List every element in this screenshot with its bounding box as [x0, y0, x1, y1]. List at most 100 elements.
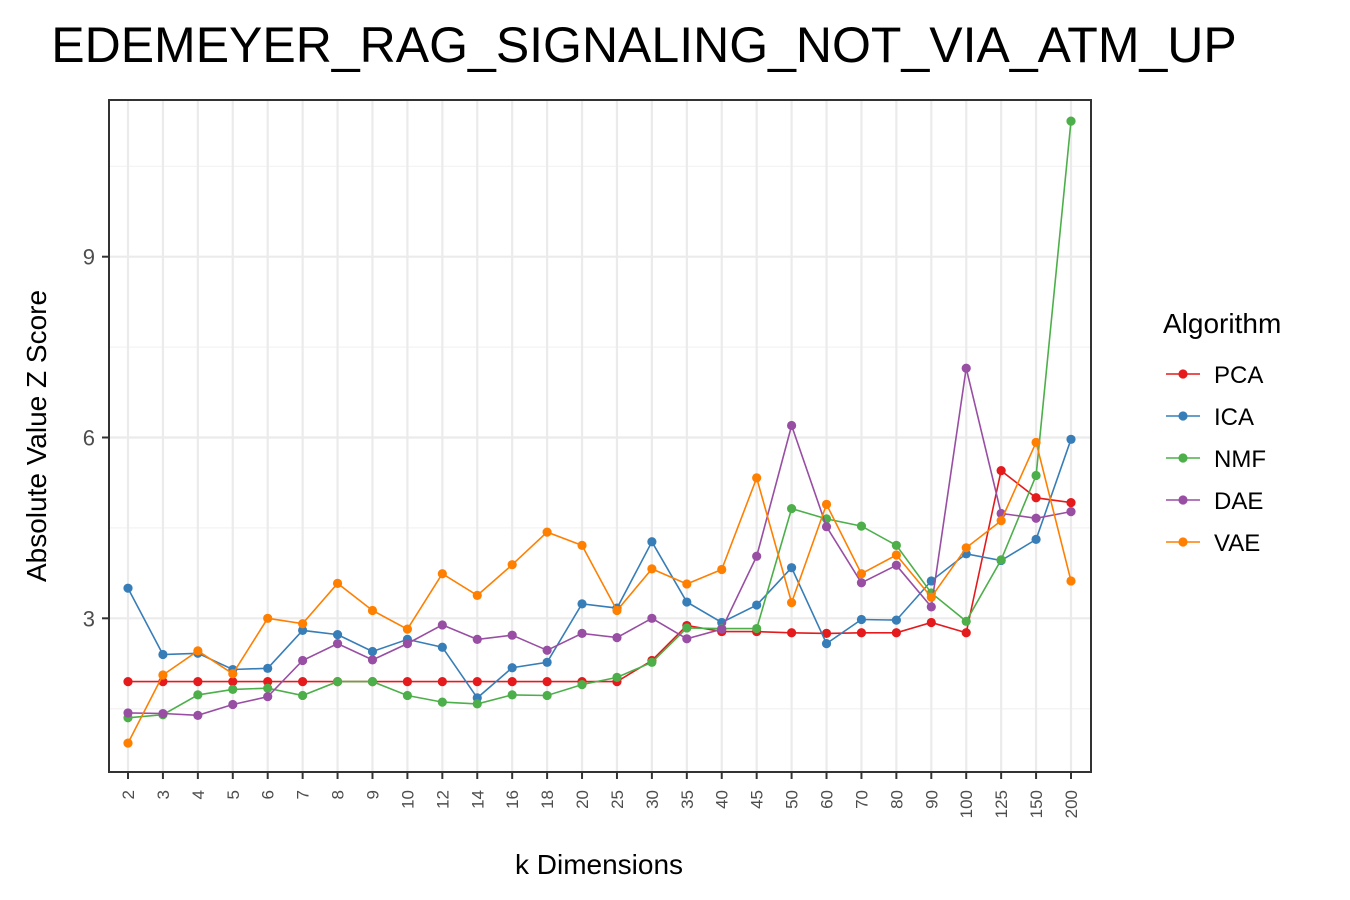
legend-label: PCA — [1214, 362, 1263, 389]
x-tick-label: 10 — [398, 790, 417, 809]
x-tick-label: 7 — [294, 790, 313, 799]
data-point-vae — [123, 738, 133, 748]
data-point-dae — [507, 630, 517, 640]
series-line-dae — [127, 368, 1072, 717]
data-point-dae — [298, 655, 308, 666]
data-point-nmf — [228, 684, 238, 695]
legend-label: VAE — [1214, 530, 1260, 557]
data-point-pca — [507, 676, 517, 687]
legend-item-pca: PCA — [1166, 362, 1263, 389]
data-point-ica — [507, 663, 517, 673]
data-point-ica — [821, 639, 832, 649]
y-tick-label: 6 — [83, 426, 95, 451]
data-point-dae — [332, 639, 343, 649]
data-point-ica — [926, 576, 936, 586]
series-line-pca — [128, 469, 1072, 683]
data-point-vae — [786, 598, 797, 608]
legend-items: PCA ICA NMF DAE VAE — [1166, 362, 1266, 557]
series-nmf — [123, 116, 1076, 723]
data-point-vae — [158, 670, 168, 680]
x-tick-label: 70 — [852, 790, 871, 809]
data-point-pca — [786, 628, 797, 638]
data-point-vae — [402, 624, 413, 634]
data-point-dae — [367, 655, 378, 665]
series-vae — [123, 437, 1076, 748]
data-point-nmf — [193, 690, 203, 700]
x-tick-label: 14 — [468, 790, 487, 809]
data-point-nmf — [402, 690, 413, 701]
y-axis: 3 6 9 — [83, 245, 109, 631]
data-point-vae — [1066, 576, 1076, 586]
legend: Algorithm PCA ICA NMF DAE VAE — [1163, 308, 1281, 557]
data-point-nmf — [367, 676, 378, 687]
y-tick-label: 9 — [83, 245, 95, 270]
data-point-dae — [263, 692, 273, 702]
legend-title: Algorithm — [1163, 308, 1281, 339]
x-axis-title: k Dimensions — [515, 849, 683, 880]
data-point-vae — [612, 605, 622, 616]
data-point-vae — [926, 592, 936, 602]
data-point-dae — [752, 551, 762, 561]
data-point-ica — [367, 646, 378, 657]
data-point-vae — [193, 646, 203, 656]
data-point-dae — [402, 639, 413, 649]
data-point-dae — [1031, 513, 1041, 523]
y-axis-title: Absolute Value Z Score — [21, 290, 52, 582]
data-point-nmf — [542, 690, 552, 701]
data-point-vae — [263, 613, 273, 623]
x-tick-label: 125 — [992, 790, 1011, 818]
data-point-pca — [961, 628, 971, 638]
x-tick-label: 90 — [922, 790, 941, 809]
data-point-dae — [577, 628, 587, 638]
data-point-dae — [856, 578, 867, 588]
data-point-vae — [752, 473, 762, 483]
data-point-dae — [472, 634, 482, 645]
data-point-vae — [332, 578, 343, 588]
legend-label: NMF — [1214, 446, 1266, 473]
x-tick-label: 45 — [748, 790, 767, 809]
series-line-nmf — [127, 121, 1072, 719]
x-tick-label: 50 — [783, 790, 802, 809]
data-point-vae — [367, 605, 378, 616]
data-point-nmf — [612, 672, 622, 682]
data-point-ica — [891, 615, 901, 625]
data-point-vae — [821, 499, 832, 510]
legend-item-dae: DAE — [1166, 488, 1263, 515]
data-point-ica — [263, 663, 273, 673]
x-tick-label: 40 — [713, 790, 732, 809]
data-point-vae — [577, 540, 587, 550]
x-tick-label: 60 — [818, 790, 837, 809]
data-point-ica — [1031, 534, 1041, 544]
data-point-ica — [752, 600, 762, 610]
x-tick-label: 150 — [1027, 790, 1046, 818]
data-point-pca — [1031, 493, 1041, 503]
data-point-nmf — [996, 555, 1006, 565]
chart-title: EDEMEYER_RAG_SIGNALING_NOT_VIA_ATM_UP — [51, 17, 1237, 73]
data-point-vae — [682, 579, 692, 589]
data-point-dae — [228, 699, 238, 710]
x-tick-label: 80 — [887, 790, 906, 809]
data-point-nmf — [507, 690, 517, 700]
data-point-ica — [786, 563, 797, 573]
data-point-dae — [821, 522, 832, 532]
data-point-vae — [298, 619, 308, 629]
series-line-ica — [127, 439, 1072, 700]
data-point-pca — [263, 676, 273, 687]
x-tick-label: 30 — [643, 790, 662, 809]
data-point-pca — [437, 676, 447, 687]
legend-item-vae: VAE — [1166, 530, 1260, 557]
data-point-vae — [507, 560, 517, 570]
data-point-pca — [1066, 497, 1076, 508]
data-point-ica — [332, 629, 343, 640]
data-point-nmf — [786, 504, 797, 514]
data-point-nmf — [298, 690, 308, 701]
series-dae — [123, 363, 1076, 720]
data-point-vae — [472, 590, 482, 601]
x-tick-label: 3 — [154, 790, 173, 799]
data-point-dae — [437, 620, 447, 630]
legend-item-ica: ICA — [1166, 404, 1254, 431]
data-point-pca — [298, 676, 308, 687]
data-point-nmf — [577, 680, 587, 690]
data-point-ica — [437, 642, 447, 652]
legend-label: DAE — [1214, 488, 1263, 515]
